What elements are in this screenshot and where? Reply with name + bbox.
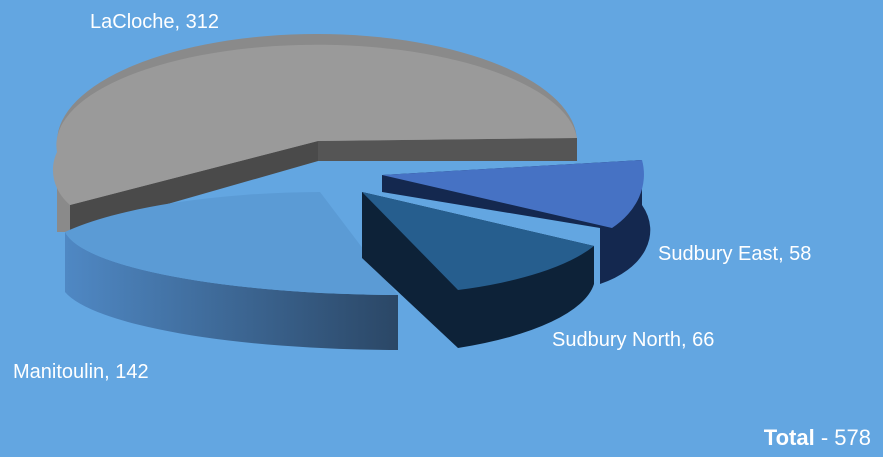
- pie-slice-sudbury-east: [382, 160, 651, 284]
- total-word: Total: [763, 425, 815, 450]
- data-label-sudbury-north: Sudbury North, 66: [552, 329, 715, 351]
- data-label-sudbury-east: Sudbury East, 58: [658, 243, 812, 265]
- total-value: 578: [834, 425, 871, 450]
- pie-slice-lacloche-side: [70, 141, 318, 232]
- data-label-manitoulin: Manitoulin, 142: [13, 361, 149, 383]
- pie-slice-manitoulin: [65, 192, 398, 350]
- total-separator: -: [814, 425, 835, 450]
- total-label: Total - 578: [764, 425, 871, 451]
- pie-slice-lacloche: [52, 34, 578, 232]
- pie-slice-sudbury-north-top: [362, 192, 594, 290]
- data-label-lacloche: LaCloche, 312: [90, 11, 219, 33]
- pie-slice-sudbury-north: [362, 192, 594, 348]
- pie-slice-manitoulin-side: [65, 232, 398, 350]
- pie-slice-lacloche-inner: [318, 138, 577, 161]
- pie-slice-lacloche-top: [52, 44, 578, 206]
- pie-slice-sudbury-east-top: [382, 160, 644, 228]
- pie-slice-manitoulin-top: [65, 192, 398, 295]
